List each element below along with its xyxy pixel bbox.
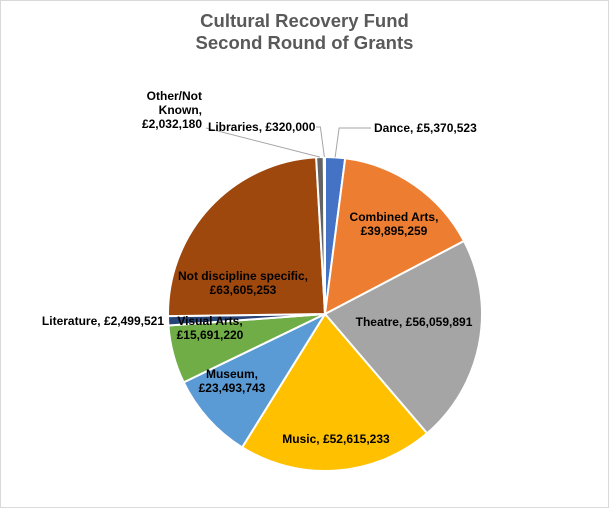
data-label-line: Combined Arts,	[350, 210, 439, 224]
leader-line-dance	[334, 127, 371, 158]
pie-slice-combined-arts	[324, 157, 465, 315]
data-label-line: Dance, £5,370,523	[374, 121, 477, 135]
data-label-museum: Museum, £23,493,743	[199, 367, 266, 395]
data-label-line: £63,605,253	[210, 283, 277, 297]
data-label-line: £39,895,259	[361, 224, 428, 238]
leader-line-other-not-known	[205, 127, 321, 158]
data-label-line: £2,032,180	[142, 117, 202, 131]
data-label-line: Not discipline specific,	[178, 269, 308, 283]
chart-title-line-1: Cultural Recovery Fund	[200, 10, 409, 31]
data-label-line: £15,691,220	[177, 328, 244, 342]
pie-slice-theatre	[324, 240, 483, 435]
data-label-line: Museum,	[206, 367, 258, 381]
chart-title-line-2: Second Round of Grants	[195, 32, 414, 53]
data-label-dance: Dance, £5,370,523	[374, 121, 477, 135]
data-label-line: £23,493,743	[199, 381, 266, 395]
data-label-theatre: Theatre, £56,059,891	[356, 315, 473, 329]
data-label-combined-arts: Combined Arts, £39,895,259	[350, 210, 439, 238]
data-label-visual-arts: Visual Arts, £15,691,220	[177, 314, 244, 342]
data-label-not-discipline-specific: Not discipline specific, £63,605,253	[178, 269, 308, 297]
data-label-line: Libraries, £320,000	[208, 120, 316, 134]
data-label-libraries: Libraries, £320,000	[208, 120, 316, 134]
pie-slice-museum	[182, 313, 326, 449]
pie-slice-libraries	[322, 155, 326, 315]
data-label-line: Music, £52,615,233	[282, 432, 390, 446]
data-label-literature: Literature, £2,499,521	[42, 314, 164, 328]
data-label-line: Other/Not	[147, 89, 202, 103]
data-label-other-not-known: Other/Not Known, £2,032,180	[142, 89, 202, 131]
chart-title: Cultural Recovery Fund Second Round of G…	[0, 10, 609, 54]
data-label-music: Music, £52,615,233	[282, 432, 390, 446]
data-label-line: Visual Arts,	[177, 314, 242, 328]
leader-line-libraries	[316, 126, 325, 158]
pie-slice-music	[241, 313, 429, 472]
data-label-line: Literature, £2,499,521	[42, 314, 164, 328]
data-label-line: Known,	[159, 103, 202, 117]
data-label-line: Theatre, £56,059,891	[356, 315, 473, 329]
pie-slice-not-discipline-specific	[167, 156, 326, 318]
